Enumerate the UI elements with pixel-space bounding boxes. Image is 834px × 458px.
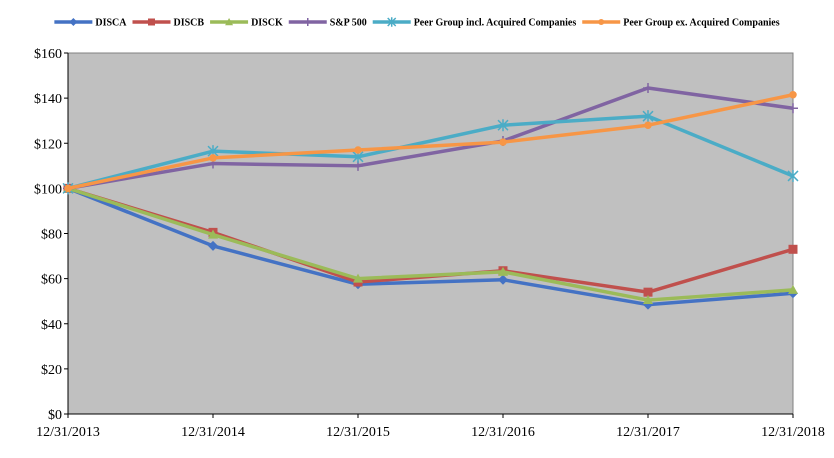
series-line — [67, 114, 794, 191]
y-tick-label: $0 — [48, 408, 62, 423]
y-tick-label: $120 — [34, 137, 62, 152]
series-marker — [499, 138, 507, 146]
legend-label: DISCK — [251, 18, 283, 29]
series-group — [62, 82, 799, 310]
series-marker — [788, 284, 798, 294]
y-tick-label: $20 — [41, 363, 62, 378]
series-marker — [497, 119, 509, 132]
series-marker — [498, 274, 508, 285]
legend-item: Peer Group ex. Acquired Companies — [582, 18, 780, 29]
series-marker — [208, 240, 218, 251]
series-marker — [498, 266, 508, 276]
series-5 — [64, 90, 797, 193]
series-marker — [789, 90, 797, 99]
series-marker — [787, 169, 799, 182]
series-marker — [644, 121, 652, 129]
series-marker — [209, 154, 217, 162]
legend: DISCA DISCB DISCK S&P 500 Peer Group incl. A… — [54, 17, 780, 29]
y-tick-label: $160 — [34, 47, 62, 62]
legend-item: S&P 500 — [288, 18, 367, 29]
series-line — [67, 186, 794, 302]
y-tick-label: $100 — [34, 182, 62, 197]
series-line — [67, 186, 794, 307]
legend-label: DISCA — [95, 18, 127, 29]
series-marker — [225, 18, 234, 26]
series-marker — [643, 287, 653, 297]
legend-label: DISCB — [173, 18, 204, 29]
series-2 — [63, 183, 798, 305]
series-marker — [208, 229, 218, 239]
x-tick-label: 12/31/2017 — [616, 425, 680, 440]
series-marker — [64, 184, 72, 193]
series-marker — [643, 295, 653, 305]
series-marker — [354, 146, 362, 154]
series-marker — [788, 103, 798, 114]
x-tick-label: 12/31/2016 — [471, 425, 535, 440]
legend-item: DISCB — [132, 18, 204, 29]
series-marker — [69, 18, 78, 26]
series-marker — [303, 18, 312, 26]
x-tick-label: 12/31/2013 — [36, 425, 100, 440]
series-line — [67, 93, 794, 191]
series-marker — [642, 110, 654, 123]
x-tick-label: 12/31/2014 — [181, 425, 245, 440]
series-line — [67, 86, 794, 191]
y-tick-label: $140 — [34, 92, 62, 107]
legend-label: Peer Group incl. Acquired Companies — [414, 18, 577, 29]
x-tick-label: 12/31/2018 — [761, 425, 825, 440]
series-marker — [788, 244, 798, 254]
series-marker — [387, 17, 397, 27]
y-tick-label: $60 — [41, 273, 62, 288]
series-marker — [353, 273, 363, 283]
plot-area — [67, 52, 794, 415]
series-marker — [147, 18, 155, 26]
x-tick-label: 12/31/2015 — [326, 425, 390, 440]
legend-item: Peer Group incl. Acquired Companies — [372, 17, 577, 29]
series-marker — [598, 19, 605, 25]
series-marker — [643, 82, 653, 93]
legend-item: DISCK — [210, 18, 283, 29]
y-tick-label: $40 — [41, 318, 62, 333]
legend-label: S&P 500 — [330, 18, 367, 29]
legend-label: Peer Group ex. Acquired Companies — [623, 18, 780, 29]
y-axis: $0 $20 $40 $60 $80 $100 $120 $140 $160 — [34, 47, 69, 423]
y-tick-label: $80 — [41, 228, 62, 243]
x-axis: 12/31/2013 12/31/2014 12/31/2015 12/31/2016… — [36, 413, 825, 440]
legend-item: DISCA — [54, 18, 127, 29]
